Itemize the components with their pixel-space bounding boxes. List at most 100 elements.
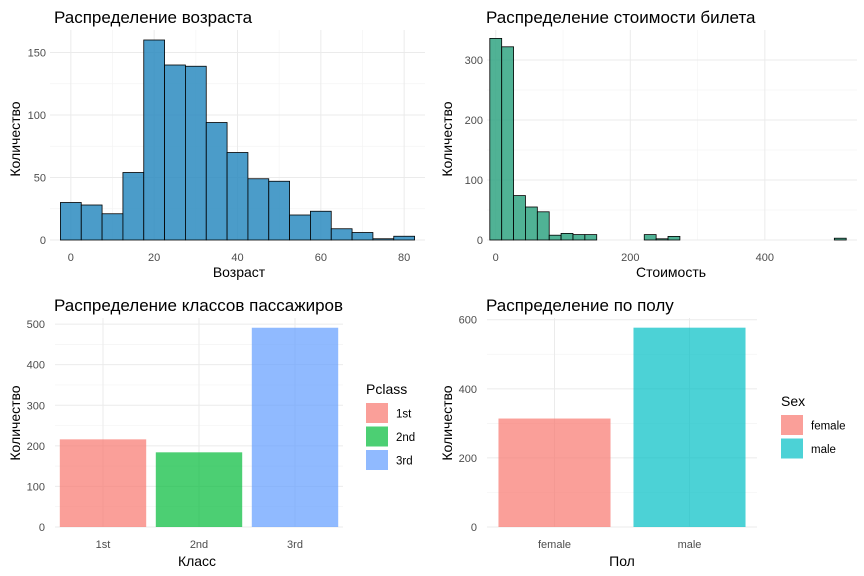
age-bar [247, 178, 270, 241]
age-x-tick-label: 40 [231, 252, 243, 264]
sex-y-tick-label: 400 [459, 384, 477, 396]
fare-y-tick-label: 100 [465, 175, 483, 187]
pclass-bar-3rd [251, 327, 339, 527]
fare-bar [584, 234, 598, 241]
age-y-tick-label: 0 [40, 235, 46, 247]
fare-x-tick-label: 200 [621, 252, 639, 264]
fare-histogram-panel: Распределение стоимости билета 0 200 400 0 1… [439, 8, 857, 280]
pclass-legend-title: Pclass [366, 381, 407, 397]
sex-x-axis-title: Пол [609, 553, 635, 569]
fare-chart-title: Распределение стоимости билета [486, 8, 756, 27]
pclass-y-tick-label: 0 [39, 522, 45, 534]
fare-bar [643, 234, 657, 241]
pclass-y-tick-label: 500 [27, 319, 45, 331]
pclass-x-tick-label: 3rd [287, 539, 303, 551]
age-y-tick-label: 100 [28, 110, 46, 122]
fare-y-tick-label: 300 [465, 55, 483, 67]
fare-bar [501, 46, 514, 241]
sex-y-tick-label: 0 [471, 522, 477, 534]
sex-legend-label: female [811, 421, 846, 433]
age-bar [351, 232, 374, 241]
fare-bar [489, 38, 503, 241]
sex-plot-area: female male 0 200 400 600 [459, 315, 757, 551]
fare-x-tick-label: 400 [756, 252, 774, 264]
sex-legend: Sex female male [781, 393, 846, 459]
fare-bar [525, 206, 538, 241]
age-y-tick-label: 50 [34, 173, 46, 185]
pclass-legend-label: 1st [396, 409, 412, 421]
fare-x-tick-label: 0 [493, 252, 499, 264]
age-histogram-panel: Распределение возраста 0 20 40 60 80 0 50 100 15… [7, 8, 425, 280]
fare-y-axis-title: Количество [439, 101, 455, 176]
sex-y-axis-title: Количество [439, 385, 455, 460]
pclass-legend-label: 3rd [396, 456, 413, 468]
age-x-tick-label: 60 [315, 252, 327, 264]
pclass-legend: Pclass 1st 2nd 3rd [366, 381, 415, 470]
sex-legend-key-male [781, 438, 803, 459]
age-bar [122, 172, 145, 241]
age-x-tick-label: 0 [68, 252, 74, 264]
fare-bar [560, 232, 574, 241]
pclass-y-axis-title: Количество [7, 385, 23, 460]
age-bar [80, 204, 103, 241]
fare-x-axis-title: Стоимость [636, 264, 706, 280]
age-bar [101, 213, 124, 241]
pclass-legend-key-1st [366, 403, 388, 423]
fare-bar [655, 238, 669, 241]
fare-bar [667, 235, 681, 241]
pclass-y-tick-label: 400 [27, 360, 45, 372]
sex-legend-label: male [811, 444, 836, 456]
sex-y-tick-label: 600 [459, 315, 477, 327]
fare-y-tick-label: 200 [465, 115, 483, 127]
pclass-x-tick-label: 1st [96, 539, 111, 551]
age-bar [185, 65, 207, 241]
age-bar [143, 39, 165, 241]
pclass-y-tick-label: 100 [27, 481, 45, 493]
age-bar [310, 210, 332, 241]
age-x-tick-label: 80 [398, 252, 410, 264]
pclass-chart-title: Распределение классов пассажиров [54, 296, 343, 315]
age-y-tick-label: 150 [28, 48, 46, 60]
fare-bar [572, 234, 586, 241]
fare-bar [548, 234, 562, 241]
pclass-bar-panel: Распределение классов пассажиров 1st 2nd 3… [7, 296, 415, 569]
fare-bar [536, 211, 550, 241]
age-bar [226, 152, 249, 241]
pclass-bar-1st [59, 439, 147, 527]
sex-y-tick-label: 200 [459, 453, 477, 465]
fare-bar [833, 237, 847, 241]
age-plot-area: 0 20 40 60 80 0 50 100 150 [28, 30, 425, 264]
age-bar [289, 214, 311, 241]
sex-legend-title: Sex [781, 393, 805, 409]
sex-x-tick-label: female [538, 539, 571, 551]
age-bar [60, 202, 82, 241]
pclass-x-axis-title: Класс [178, 553, 216, 569]
fare-plot-area: 0 200 400 0 100 200 300 [465, 30, 857, 264]
sex-chart-title: Распределение по полу [486, 296, 674, 315]
pclass-legend-key-2nd [366, 426, 388, 447]
age-bar [268, 180, 290, 241]
fare-bar [513, 195, 526, 241]
sex-bar-male [633, 327, 746, 527]
pclass-plot-area: 1st 2nd 3rd 0 100 200 300 400 500 [27, 318, 343, 551]
pclass-y-tick-label: 200 [27, 441, 45, 453]
pclass-legend-key-3rd [366, 450, 388, 470]
sex-legend-key-female [781, 415, 803, 435]
age-bar [205, 122, 228, 241]
age-y-axis-title: Количество [7, 101, 23, 176]
age-chart-title: Распределение возраста [54, 8, 253, 27]
sex-bar-female [498, 418, 611, 527]
age-bar [164, 64, 186, 241]
pclass-y-tick-label: 300 [27, 400, 45, 412]
age-x-tick-label: 20 [148, 252, 160, 264]
pclass-x-tick-label: 2nd [190, 539, 208, 551]
sex-x-tick-label: male [678, 539, 702, 551]
fare-y-tick-label: 0 [477, 235, 483, 247]
age-bar [393, 235, 415, 241]
age-x-axis-title: Возраст [213, 264, 266, 280]
pclass-legend-label: 2nd [396, 432, 415, 444]
pclass-bar-2nd [155, 452, 243, 527]
age-bar [330, 228, 353, 241]
age-bar [372, 238, 395, 241]
